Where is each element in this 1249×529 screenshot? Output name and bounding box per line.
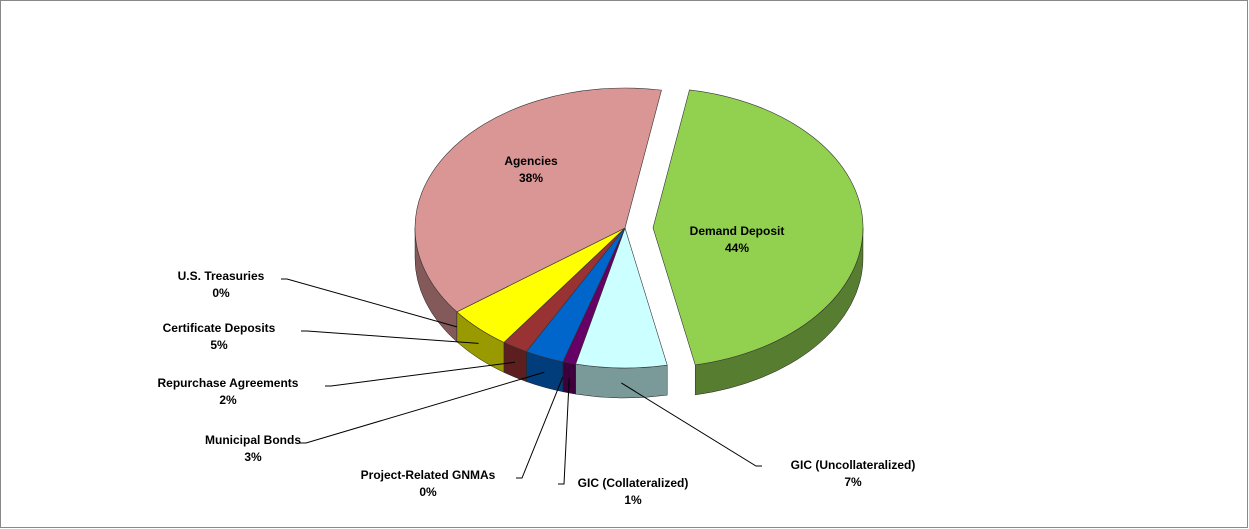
slice-side-shade	[562, 361, 576, 395]
leader-line	[621, 382, 762, 467]
slice-side-shade	[415, 228, 457, 342]
slice-value-label: 0%	[212, 286, 230, 300]
leader-line	[301, 330, 479, 344]
slice-label: Agencies	[504, 154, 558, 168]
slice	[652, 89, 864, 366]
slice-label: Demand Deposit	[690, 224, 785, 238]
leader-line	[558, 377, 570, 485]
slice-label: Certificate Deposits	[163, 321, 276, 335]
slice-value-label: 1%	[624, 493, 642, 507]
slice-value-label: 2%	[219, 393, 237, 407]
slice-label: Municipal Bonds	[205, 433, 301, 447]
leader-line	[325, 361, 516, 387]
leader-line	[516, 376, 564, 479]
slice-side-shade	[503, 342, 527, 382]
slice-value-label: 0%	[419, 485, 437, 499]
slice-label: Project-Related GNMAs	[361, 468, 496, 482]
slice-label: GIC (Uncollateralized)	[791, 458, 916, 472]
slice-label: GIC (Collateralized)	[578, 476, 689, 490]
slice-value-label: 38%	[519, 171, 543, 185]
slice-label: U.S. Treasuries	[178, 269, 265, 283]
slice-value-label: 5%	[210, 338, 228, 352]
slice-label: Repurchase Agreements	[158, 376, 299, 390]
slice-value-label: 7%	[844, 475, 862, 489]
slice-side-shade	[456, 311, 504, 373]
slice-value-label: 44%	[725, 241, 749, 255]
slice	[414, 87, 662, 313]
leader-line	[281, 278, 457, 328]
slice-side-shade	[695, 227, 863, 395]
leader-line	[300, 371, 545, 444]
slice-side-shade	[575, 364, 668, 398]
slice-side-shade	[526, 351, 563, 392]
slice-value-label: 3%	[244, 450, 262, 464]
